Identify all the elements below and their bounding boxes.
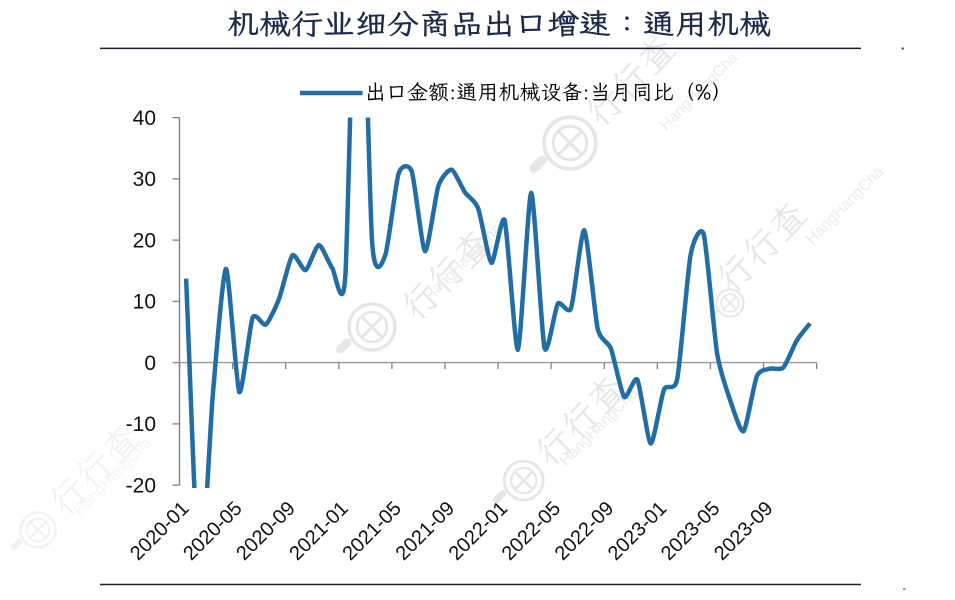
svg-text:20: 20 xyxy=(133,229,156,252)
svg-text:30: 30 xyxy=(133,168,156,191)
svg-text:10: 10 xyxy=(133,291,156,314)
svg-text:-20: -20 xyxy=(126,474,156,497)
svg-text:0: 0 xyxy=(144,352,156,375)
svg-text:-10: -10 xyxy=(126,413,156,436)
svg-text:40: 40 xyxy=(133,107,156,130)
